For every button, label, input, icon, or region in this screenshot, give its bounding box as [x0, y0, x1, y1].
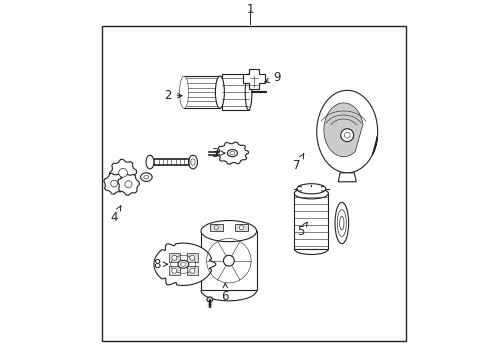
Ellipse shape — [178, 260, 189, 268]
Bar — [201, 231, 257, 290]
Text: 8: 8 — [153, 258, 168, 271]
Text: 5: 5 — [297, 222, 307, 238]
Ellipse shape — [245, 74, 252, 110]
Ellipse shape — [216, 76, 224, 108]
Text: 9: 9 — [265, 71, 281, 84]
Circle shape — [223, 255, 234, 266]
Polygon shape — [110, 159, 137, 186]
Bar — [235, 224, 248, 231]
Circle shape — [190, 255, 195, 260]
Circle shape — [190, 268, 195, 273]
Circle shape — [344, 132, 350, 138]
Circle shape — [239, 225, 244, 230]
Ellipse shape — [297, 184, 326, 194]
Ellipse shape — [201, 221, 257, 242]
Polygon shape — [154, 243, 216, 285]
Polygon shape — [217, 142, 248, 164]
Circle shape — [111, 180, 118, 187]
Bar — [187, 253, 198, 262]
Ellipse shape — [340, 216, 344, 230]
Bar — [169, 253, 180, 262]
Ellipse shape — [294, 188, 328, 199]
Ellipse shape — [179, 76, 189, 108]
Bar — [169, 266, 180, 275]
Ellipse shape — [144, 175, 149, 179]
Ellipse shape — [181, 262, 186, 266]
Polygon shape — [317, 90, 378, 173]
Text: 4: 4 — [110, 206, 121, 224]
Polygon shape — [338, 173, 356, 182]
Polygon shape — [324, 103, 363, 157]
Circle shape — [341, 129, 354, 141]
Ellipse shape — [230, 151, 235, 155]
Text: 1: 1 — [246, 3, 254, 16]
Ellipse shape — [141, 173, 152, 181]
Text: 3: 3 — [211, 147, 225, 159]
Ellipse shape — [146, 155, 154, 169]
Ellipse shape — [337, 210, 346, 237]
Bar — [221, 74, 248, 110]
Text: 6: 6 — [221, 283, 229, 303]
Circle shape — [125, 181, 132, 188]
Circle shape — [214, 225, 219, 230]
Bar — [101, 26, 406, 341]
Circle shape — [172, 268, 177, 273]
Polygon shape — [118, 174, 140, 195]
Text: 7: 7 — [293, 154, 304, 172]
Polygon shape — [104, 173, 124, 194]
Ellipse shape — [189, 155, 197, 169]
Bar — [187, 266, 198, 275]
Ellipse shape — [191, 159, 195, 165]
Text: 2: 2 — [164, 89, 182, 102]
Ellipse shape — [227, 149, 238, 157]
Ellipse shape — [207, 297, 213, 302]
Ellipse shape — [335, 202, 349, 244]
Polygon shape — [243, 69, 265, 89]
Bar — [210, 224, 223, 231]
Bar — [294, 193, 328, 249]
Circle shape — [119, 168, 127, 177]
Bar — [184, 76, 220, 108]
Circle shape — [172, 255, 177, 260]
